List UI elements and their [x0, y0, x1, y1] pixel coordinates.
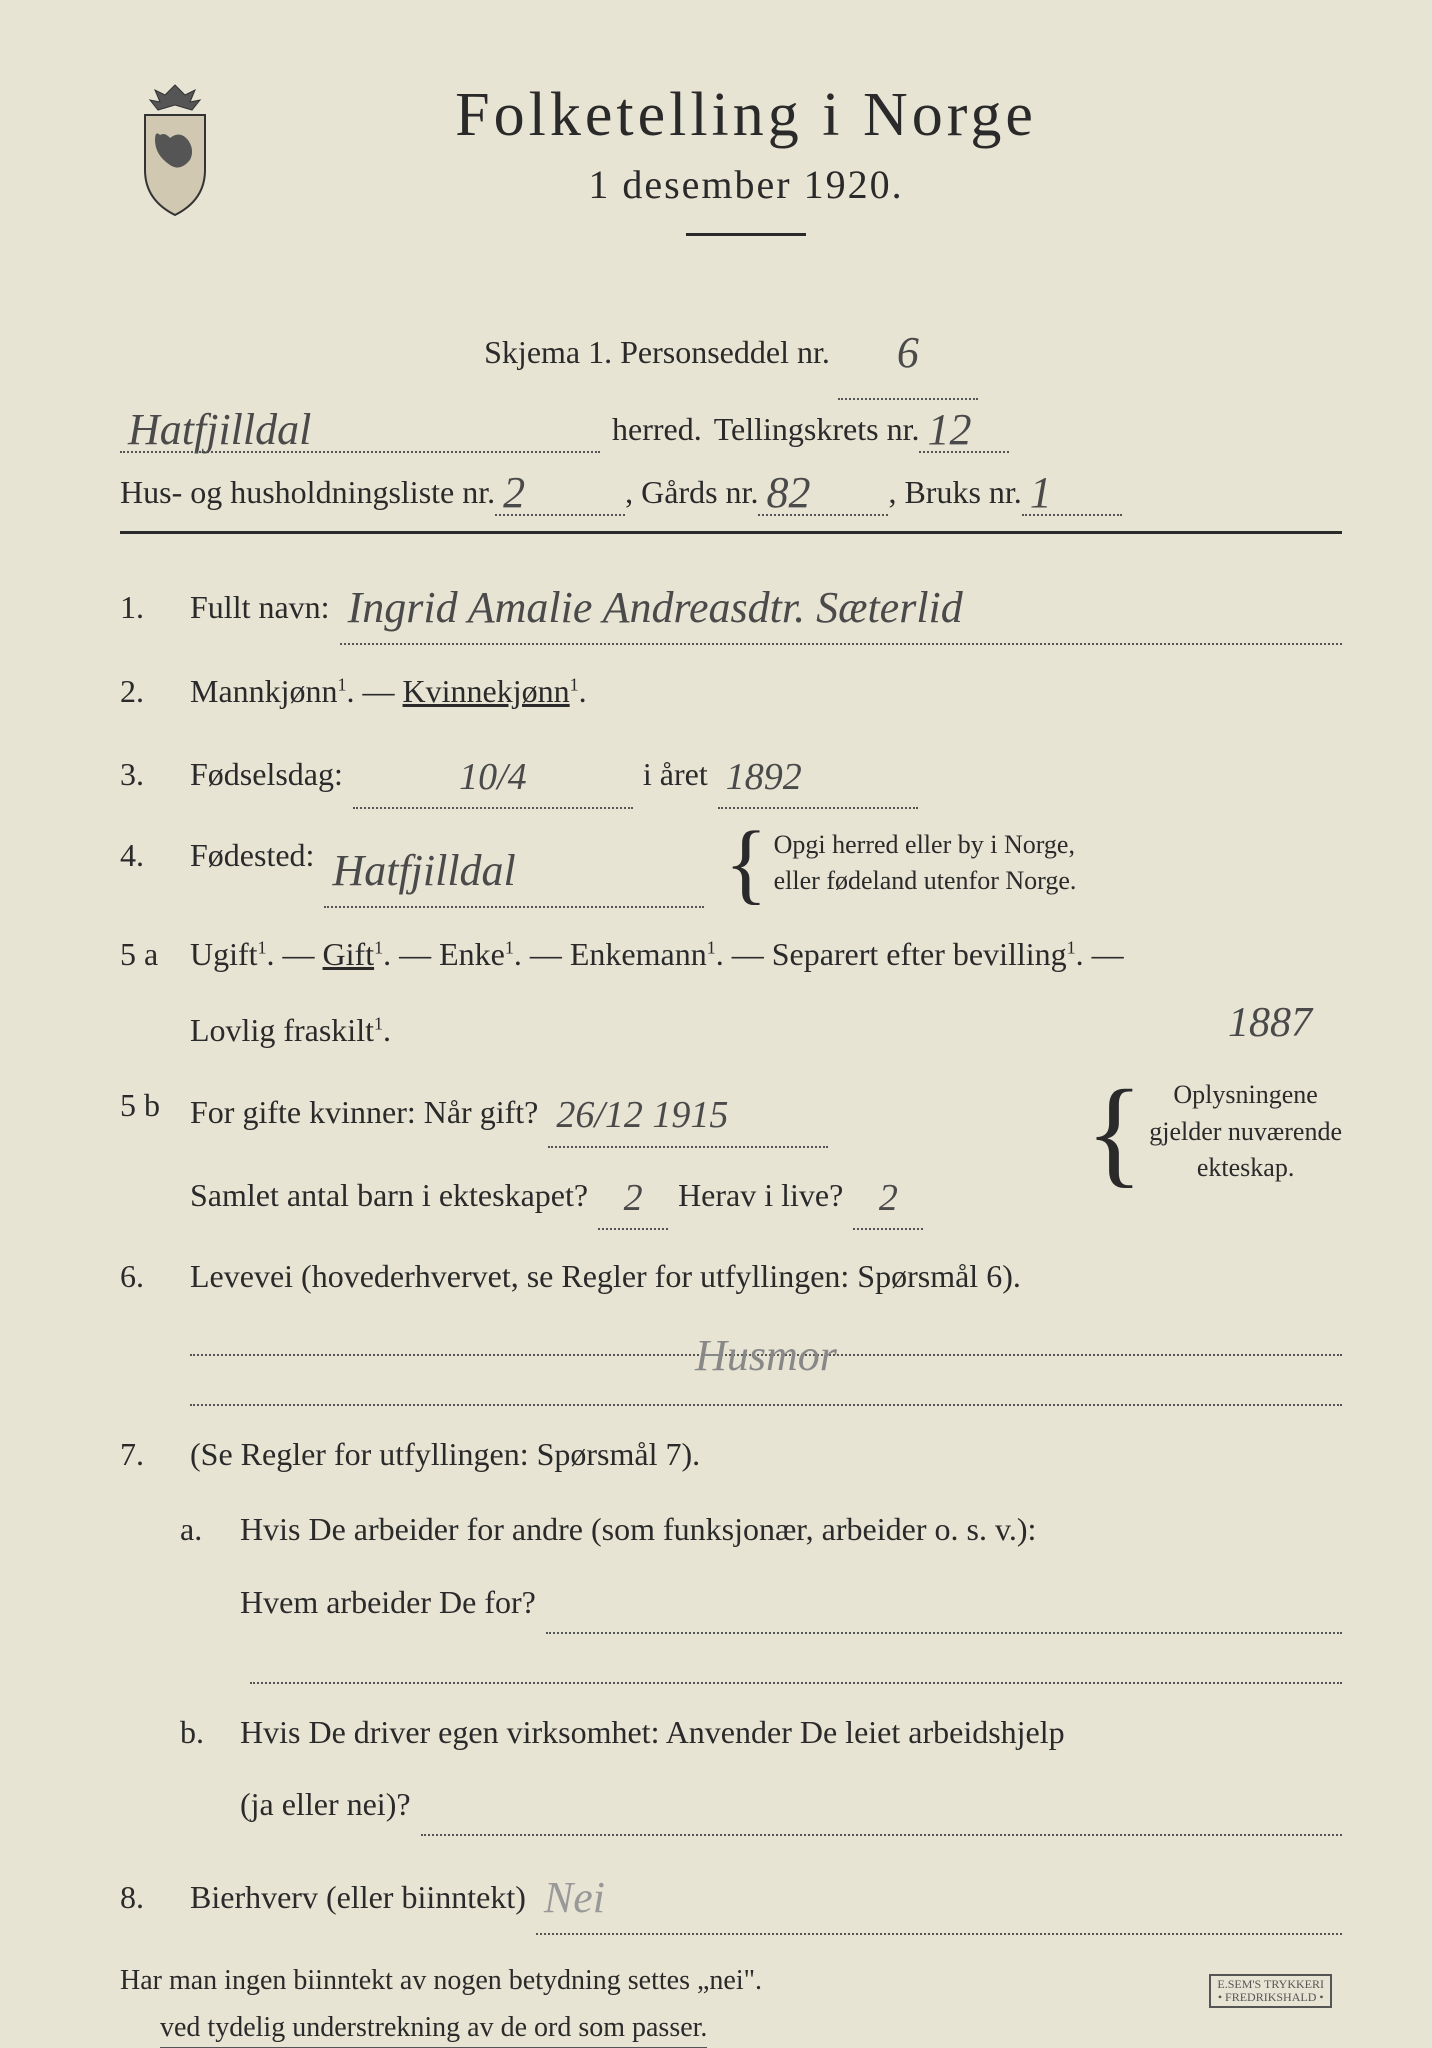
q2-row: 2. Mannkjønn1. — Kvinnekjønn1.: [120, 663, 1342, 721]
q5b-label1: For gifte kvinner: Når gift?: [190, 1084, 538, 1142]
q2-dash: —: [363, 673, 403, 709]
q5b-num: 5 b: [120, 1077, 190, 1135]
q1-label: Fullt navn:: [190, 579, 330, 637]
q7a-num: a.: [180, 1501, 240, 1559]
stamp-line2: • FREDRIKSHALD •: [1217, 1991, 1324, 2004]
brace-icon: {: [724, 841, 767, 886]
sup-1a: 1: [338, 674, 347, 694]
bruks-label: Bruks nr.: [904, 474, 1021, 511]
q4-value: Hatfjilldal: [332, 831, 515, 910]
q4-note1: Opgi herred eller by i Norge,: [774, 830, 1075, 859]
q2-num: 2.: [120, 663, 190, 721]
q8-value: Nei: [544, 1858, 605, 1937]
q3-num: 3.: [120, 746, 190, 804]
gards-label: Gårds nr.: [641, 474, 758, 511]
document-header: Folketelling i Norge 1 desember 1920.: [120, 80, 1342, 271]
brace-icon-2: {: [1086, 1102, 1144, 1162]
main-title: Folketelling i Norge: [260, 80, 1232, 151]
q6-label: Levevei (hovederhvervet, se Regler for u…: [190, 1258, 1021, 1294]
q5b-label3: Herav i live?: [678, 1167, 843, 1225]
q8-row: 8. Bierhverv (eller biinntekt) Nei: [120, 1854, 1342, 1935]
hus-label: Hus- og husholdningsliste nr.: [120, 474, 495, 511]
herred-label: herred.: [612, 411, 702, 448]
q3-row: 3. Fødselsdag: 10/4 i året 1892: [120, 739, 1342, 809]
q7-row: 7. (Se Regler for utfyllingen: Spørsmål …: [120, 1426, 1342, 1484]
footer-note1: Har man ingen biinntekt av nogen betydni…: [120, 1965, 1342, 1997]
q7b-row: b. Hvis De driver egen virksomhet: Anven…: [120, 1704, 1342, 1836]
q7a-blank: [250, 1654, 1342, 1684]
q1-value: Ingrid Amalie Andreasdtr. Sæterlid: [348, 568, 963, 647]
q5b-label2: Samlet antal barn i ekteskapet?: [190, 1167, 588, 1225]
q3-year-label: i året: [643, 746, 708, 804]
gards-nr: 82: [766, 467, 810, 518]
coat-of-arms-icon: [120, 80, 230, 220]
title-divider: [686, 233, 806, 236]
q7a-row: a. Hvis De arbeider for andre (som funks…: [120, 1501, 1342, 1633]
q7a-text1: Hvis De arbeider for andre (som funksjon…: [240, 1501, 1342, 1559]
herred-line: Hatfjilldal herred. Tellingskrets nr. 12: [120, 400, 1342, 453]
hus-line: Hus- og husholdningsliste nr. 2, Gårds n…: [120, 463, 1342, 516]
skjema-label: Skjema 1. Personseddel nr.: [484, 334, 830, 370]
hus-nr: 2: [503, 467, 525, 518]
q5b-gift-date: 26/12 1915: [556, 1081, 728, 1149]
q6-value-line: Husmor: [190, 1326, 1342, 1356]
q6-value: Husmor: [695, 1330, 837, 1381]
q6-num: 6.: [120, 1248, 190, 1306]
q3-label: Fødselsdag:: [190, 746, 343, 804]
q3-year: 1892: [726, 743, 802, 811]
q7b-text2: (ja eller nei)?: [240, 1776, 411, 1834]
q5a-text: Ugift1. — Gift1. — Enke1. — Enkemann1. —…: [190, 936, 1124, 972]
q5a-row: 5 a Ugift1. — Gift1. — Enke1. — Enkemann…: [120, 926, 1342, 984]
q7-num: 7.: [120, 1426, 190, 1484]
q4-label: Fødested:: [190, 827, 314, 885]
q2-mann: Mannkjønn: [190, 673, 338, 709]
footer-note2-text: ved tydelig understrekning av de ord som…: [160, 2012, 707, 2043]
footer-note2: ved tydelig understrekning av de ord som…: [160, 2012, 707, 2048]
q7b-text1: Hvis De driver egen virksomhet: Anvender…: [240, 1704, 1342, 1762]
q5a-text2: Lovlig fraskilt1.: [190, 1012, 391, 1048]
q7-label: (Se Regler for utfyllingen: Spørsmål 7).: [190, 1436, 700, 1472]
herred-name: Hatfjilldal: [128, 404, 311, 455]
q6-row: 6. Levevei (hovederhvervet, se Regler fo…: [120, 1248, 1342, 1306]
q7a-text2: Hvem arbeider De for?: [240, 1574, 536, 1632]
title-block: Folketelling i Norge 1 desember 1920.: [260, 80, 1342, 271]
q5a-margin: 1887: [1228, 986, 1312, 1062]
q8-label: Bierhverv (eller biinntekt): [190, 1869, 526, 1927]
tellingskrets-label: Tellingskrets nr.: [714, 411, 920, 448]
printer-stamp: E.SEM'S TRYKKERI • FREDRIKSHALD •: [1209, 1974, 1332, 2008]
q5b-note3: ekteskap.: [1197, 1153, 1294, 1182]
q5b-note1: Oplysningene: [1173, 1080, 1317, 1109]
sup-1b: 1: [570, 674, 579, 694]
personseddel-nr: 6: [897, 305, 919, 402]
q4-row: 4. Fødested: Hatfjilldal { Opgi herred e…: [120, 827, 1342, 908]
q5a-num: 5 a: [120, 926, 190, 984]
tellingskrets-nr: 12: [927, 404, 971, 455]
skjema-line: Skjema 1. Personseddel nr. 6: [120, 301, 1342, 400]
bruks-nr: 1: [1030, 467, 1052, 518]
q5a-row2: Lovlig fraskilt1.: [120, 1002, 1342, 1060]
q5b-row: 5 b For gifte kvinner: Når gift? 26/12 1…: [120, 1077, 1342, 1230]
q3-day: 10/4: [459, 743, 527, 811]
q4-note: Opgi herred eller by i Norge, eller føde…: [774, 827, 1077, 900]
q8-num: 8.: [120, 1869, 190, 1927]
q4-note2: eller fødeland utenfor Norge.: [774, 866, 1077, 895]
stamp-line1: E.SEM'S TRYKKERI: [1217, 1978, 1324, 1991]
q7b-num: b.: [180, 1704, 240, 1762]
subtitle: 1 desember 1920.: [260, 161, 1232, 208]
q5b-live: 2: [879, 1164, 898, 1232]
q1-num: 1.: [120, 579, 190, 637]
q2-kvinne: Kvinnekjønn: [403, 673, 570, 709]
q5b-barn: 2: [624, 1164, 643, 1232]
header-rule: [120, 531, 1342, 534]
q5b-note: Oplysningene gjelder nuværende ekteskap.: [1149, 1077, 1342, 1186]
q4-num: 4.: [120, 827, 190, 885]
q1-row: 1. Fullt navn: Ingrid Amalie Andreasdtr.…: [120, 564, 1342, 645]
q5b-note2: gjelder nuværende: [1149, 1117, 1342, 1146]
